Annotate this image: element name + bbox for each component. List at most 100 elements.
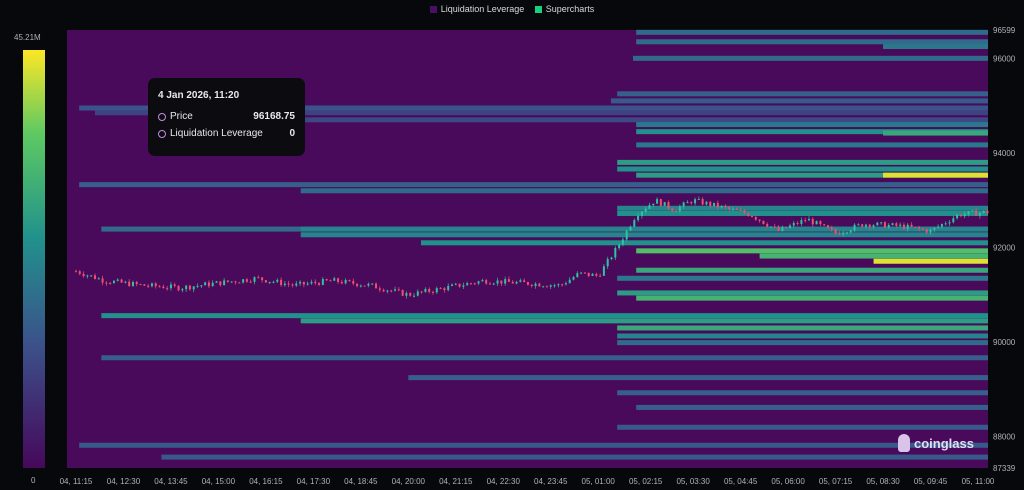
x-tick-label: 04, 15:00	[202, 477, 236, 486]
candle-body	[530, 284, 533, 287]
liquidation-band	[636, 29, 988, 35]
candle-body	[401, 289, 404, 296]
candle-body	[192, 286, 195, 290]
x-tick-label: 04, 22:30	[487, 477, 521, 486]
candle-body	[773, 226, 776, 228]
candle-body	[542, 286, 545, 288]
candle-body	[637, 215, 640, 221]
liquidation-band	[883, 130, 988, 136]
candle-body	[819, 221, 822, 225]
liquidation-band	[94, 110, 988, 116]
candle-body	[815, 221, 818, 225]
x-tick-label: 04, 21:15	[439, 477, 473, 486]
liquidation-band	[617, 333, 988, 339]
y-tick-label: 96599	[993, 26, 1016, 35]
candle-body	[496, 280, 499, 284]
candle-body	[595, 273, 598, 276]
liquidation-band	[617, 205, 988, 211]
candle-body	[432, 291, 435, 293]
legend-item-supercharts[interactable]: Supercharts	[534, 4, 595, 14]
candle-body	[599, 275, 602, 277]
candle-body	[394, 289, 397, 291]
candle-body	[743, 210, 746, 214]
candle-body	[811, 218, 814, 225]
candle-body	[777, 226, 780, 231]
candle-body	[466, 283, 469, 286]
candle-body	[413, 295, 416, 297]
liquidation-band	[617, 390, 988, 396]
candle-body	[454, 283, 457, 285]
candle-body	[785, 227, 788, 229]
candle-body	[629, 226, 632, 231]
candle-body	[625, 230, 628, 240]
candle-body	[876, 222, 879, 226]
candle-body	[880, 222, 883, 224]
candle-body	[390, 290, 393, 292]
candle-body	[329, 280, 332, 282]
candle-body	[697, 198, 700, 200]
candle-body	[735, 208, 738, 211]
legend-label: Supercharts	[545, 4, 595, 14]
candle-body	[971, 210, 974, 212]
candle-body	[166, 288, 169, 290]
candle-body	[830, 227, 833, 230]
candle-body	[287, 283, 290, 285]
candle-body	[834, 229, 837, 234]
candle-body	[602, 266, 605, 276]
candle-body	[462, 285, 465, 287]
candle-body	[694, 199, 697, 204]
candle-body	[952, 218, 955, 223]
candle-body	[318, 283, 321, 285]
candle-body	[921, 228, 924, 230]
liquidation-band	[617, 340, 988, 346]
candle-body	[507, 279, 510, 282]
candle-body	[97, 278, 100, 280]
x-tick-label: 05, 11:00	[962, 477, 995, 486]
candle-body	[682, 202, 685, 207]
x-tick-label: 05, 06:00	[771, 477, 805, 486]
candle-body	[473, 283, 476, 285]
candle-body	[439, 288, 442, 290]
candle-body	[249, 281, 252, 283]
candle-body	[747, 213, 750, 216]
candle-body	[86, 275, 89, 277]
candle-body	[211, 282, 214, 287]
candle-body	[169, 284, 172, 289]
candle-body	[424, 289, 427, 292]
candle-body	[633, 220, 636, 227]
coinglass-logo-icon	[898, 434, 910, 452]
candle-body	[663, 202, 666, 206]
candle-body	[485, 280, 488, 284]
candle-body	[751, 215, 754, 217]
candle-body	[131, 282, 134, 287]
candle-body	[147, 285, 150, 287]
candle-body	[135, 282, 138, 285]
legend-label: Liquidation Leverage	[440, 4, 525, 14]
candle-body	[975, 210, 978, 216]
candle-body	[223, 280, 226, 286]
candle-body	[944, 223, 947, 225]
candle-body	[492, 283, 495, 285]
candle-body	[154, 283, 157, 287]
liquidation-band	[873, 258, 988, 264]
candle-body	[534, 283, 537, 287]
candle-body	[93, 275, 96, 279]
candle-body	[967, 211, 970, 215]
candle-body	[789, 225, 792, 228]
candle-body	[606, 259, 609, 267]
candle-body	[758, 219, 761, 221]
candle-body	[511, 281, 514, 284]
candle-body	[333, 278, 336, 281]
candle-body	[306, 283, 309, 285]
liquidation-band	[617, 290, 988, 296]
candle-body	[382, 289, 385, 292]
candle-body	[986, 210, 989, 214]
candle-body	[397, 289, 400, 291]
candle-body	[906, 224, 909, 229]
candle-body	[895, 223, 898, 226]
liquidation-band	[300, 232, 989, 238]
candle-body	[150, 283, 153, 287]
liquidation-band	[408, 375, 988, 381]
legend-item-liquidation-leverage[interactable]: Liquidation Leverage	[429, 4, 525, 14]
